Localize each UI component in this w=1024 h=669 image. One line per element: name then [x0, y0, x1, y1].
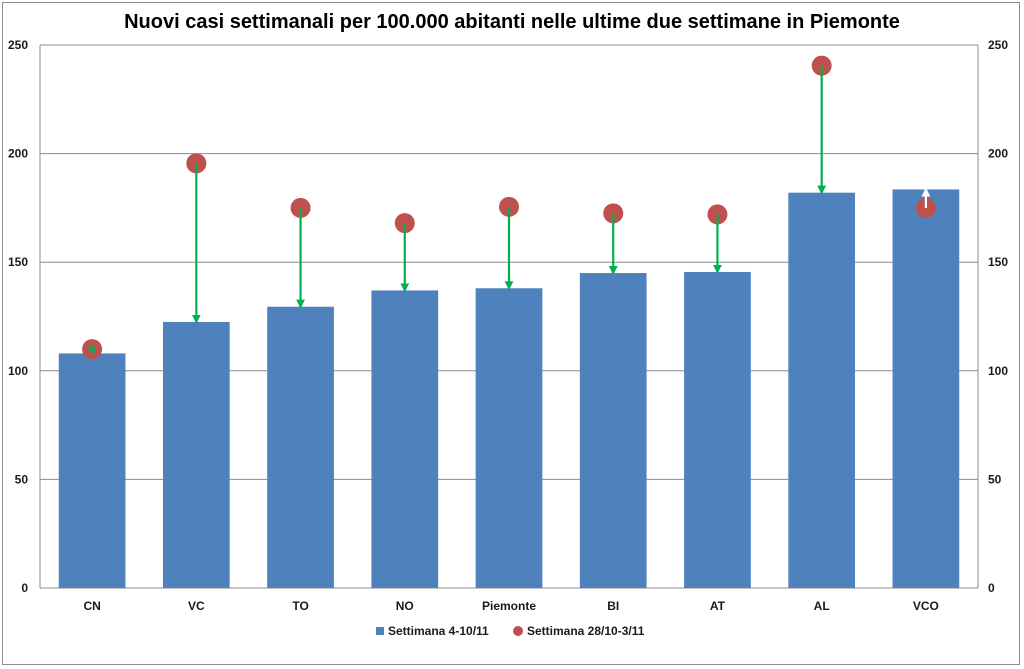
- y-tick-label-left: 100: [8, 364, 28, 378]
- x-tick-label: NO: [396, 599, 414, 613]
- legend-label-markers: Settimana 28/10-3/11: [527, 624, 645, 638]
- x-tick-label: AL: [814, 599, 830, 613]
- legend: Settimana 4-10/11 Settimana 28/10-3/11: [376, 624, 645, 638]
- y-axis-left: 0 50 100 150 200 250: [8, 38, 41, 595]
- x-tick-label: VCO: [913, 599, 939, 613]
- x-tick-label: TO: [292, 599, 308, 613]
- bar-series: [58, 189, 960, 589]
- x-tick-label: BI: [607, 599, 619, 613]
- bar: [892, 189, 960, 589]
- bar: [475, 288, 543, 588]
- x-tick-label: Piemonte: [482, 599, 536, 613]
- y-tick-label-right: 0: [988, 581, 995, 595]
- bar: [58, 353, 126, 588]
- x-tick-label: CN: [83, 599, 100, 613]
- bar: [371, 290, 439, 588]
- y-axis-right: 0 50 100 150 200 250: [977, 38, 1008, 595]
- y-tick-label-left: 0: [21, 581, 28, 595]
- bar: [579, 273, 647, 588]
- bar: [267, 306, 334, 588]
- bar: [788, 192, 856, 589]
- change-arrows: [87, 65, 931, 356]
- y-tick-label-left: 200: [8, 147, 28, 161]
- legend-label-bars: Settimana 4-10/11: [388, 624, 489, 638]
- y-tick-label-right: 150: [988, 255, 1008, 269]
- bar: [162, 321, 230, 588]
- legend-swatch-markers: [513, 626, 523, 636]
- y-tick-label-right: 250: [988, 38, 1008, 52]
- y-tick-label-left: 150: [8, 255, 28, 269]
- chart-title: Nuovi casi settimanali per 100.000 abita…: [124, 11, 900, 33]
- x-tick-label: AT: [710, 599, 726, 613]
- y-tick-label-left: 50: [15, 472, 29, 486]
- legend-swatch-bars: [376, 627, 384, 635]
- x-tick-label: VC: [188, 599, 205, 613]
- y-tick-label-right: 100: [988, 364, 1008, 378]
- y-tick-label-right: 200: [988, 147, 1008, 161]
- y-tick-label-right: 50: [988, 472, 1002, 486]
- x-axis-labels: CN VC TO NO Piemonte BI AT AL VCO: [83, 599, 938, 613]
- y-tick-label-left: 250: [8, 38, 28, 52]
- bar: [684, 271, 751, 588]
